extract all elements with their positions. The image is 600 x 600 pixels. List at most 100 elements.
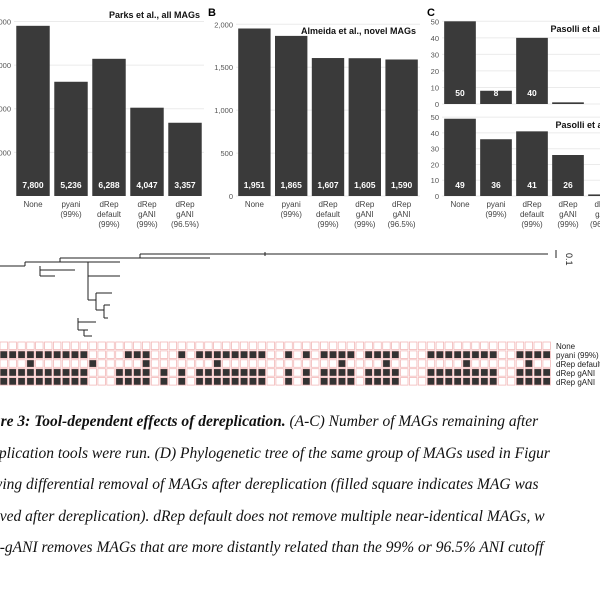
bar-value-label: 6,288 [98,180,120,190]
heatmap-cell [35,368,44,377]
heatmap-cell [328,341,338,350]
heatmap-cell [97,377,106,386]
heatmap-cell [506,359,516,368]
tree-branch [95,292,112,311]
heatmap-cell [141,350,151,359]
heatmap-cell [293,359,302,368]
y-tick-label: 2,000 [214,20,233,29]
heatmap-cell [302,341,311,350]
heatmap-cell [506,350,516,359]
heatmap-cell [248,377,258,386]
heatmap-cell [141,359,151,368]
x-tick-label: gANI [393,210,411,219]
heatmap-cell [257,359,267,368]
bar [275,35,308,196]
heatmap-cell [248,350,258,359]
heatmap-cell [391,350,400,359]
tree-scale-label: 0.1 [564,253,574,266]
bar-value-label: 50 [455,88,465,98]
heatmap-cell [141,368,151,377]
heatmap-row-labels: None pyani (99%) dRep default dRep gANI … [556,342,600,387]
heatmap-cell [266,377,275,386]
panel-c-bottom-chart: 0102030405049None36pyani(99%)41dRepdefau… [431,113,600,229]
x-tick-label: dRep [318,200,338,209]
heatmap-cell [168,377,178,386]
heatmap-cell [284,368,293,377]
heatmap-cell [115,368,124,377]
y-tick-label: 40 [431,129,439,138]
heatmap-cell [506,377,516,386]
y-tick-label: 30 [431,50,439,59]
heatmap-cell [426,359,436,368]
heatmap-cell [168,350,178,359]
dereplication-heatmap [0,341,551,386]
heatmap-cell [328,368,338,377]
heatmap-cell [328,377,338,386]
heatmap-cell [124,368,133,377]
heatmap-cell [61,368,71,377]
y-tick-label: 0 [229,192,233,201]
heatmap-cell [177,359,186,368]
heatmap-cell [275,341,284,350]
heatmap-cell [471,341,480,350]
heatmap-cell [462,350,471,359]
bar-value-label: 26 [563,180,573,190]
heatmap-cell [204,350,213,359]
heatmap-cell [70,341,80,350]
bar [444,21,476,104]
heatmap-cell [497,377,507,386]
heatmap-cell [61,377,71,386]
heatmap-cell [489,359,498,368]
heatmap-cell [124,377,133,386]
heatmap-cell [26,368,35,377]
heatmap-cell [204,359,213,368]
x-tick-label: (99%) [354,220,376,229]
heatmap-cell [61,341,71,350]
heatmap-cell [35,377,44,386]
bar-value-label: 1,951 [244,180,266,190]
heatmap-cell [489,350,498,359]
heatmap-cell [97,359,106,368]
heatmap-cell [435,350,445,359]
heatmap-cell [542,350,551,359]
heatmap-cell [355,341,364,350]
heatmap-cell [364,359,373,368]
heatmap-cell [480,359,489,368]
heatmap-cell [524,341,533,350]
heatmap-row-label: None [556,342,576,351]
heatmap-cell [177,368,186,377]
heatmap-cell [346,350,356,359]
heatmap-cell [257,350,267,359]
heatmap-cell [186,368,195,377]
heatmap-cell [373,359,382,368]
heatmap-cell [364,368,373,377]
heatmap-cell [159,359,169,368]
heatmap-cell [8,359,17,368]
heatmap-cell [17,377,26,386]
x-tick-label: gANI [595,210,600,219]
heatmap-cell [106,359,115,368]
heatmap-cell [177,350,186,359]
heatmap-cell [489,377,498,386]
heatmap-cell [35,341,44,350]
bar-value-label: 1 [566,88,571,98]
heatmap-cell [435,341,445,350]
heatmap-cell [382,350,391,359]
heatmap-cell [373,377,382,386]
heatmap-cell [319,377,329,386]
heatmap-cell [382,359,391,368]
heatmap-cell [88,341,97,350]
heatmap-cell [159,341,169,350]
heatmap-cell [400,377,409,386]
heatmap-cell [61,359,71,368]
heatmap-cell [364,377,373,386]
heatmap-cell [462,359,471,368]
heatmap-cell [435,377,445,386]
heatmap-cell [435,359,445,368]
heatmap-cell [337,350,347,359]
heatmap-cell [400,341,409,350]
heatmap-cell [53,368,62,377]
heatmap-cell [319,341,329,350]
x-tick-label: (99%) [136,220,158,229]
x-tick-label: (96.5%) [590,220,600,229]
